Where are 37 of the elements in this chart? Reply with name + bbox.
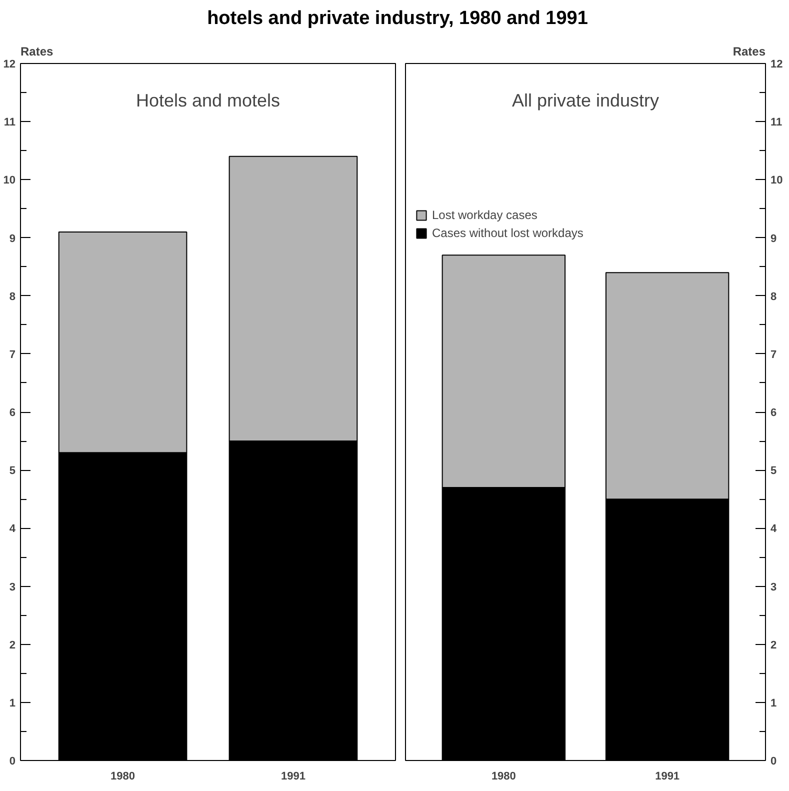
y-tick-label: 5 (9, 465, 16, 478)
y-tick-label: 2 (9, 639, 16, 652)
x-tick-label: 1980 (110, 770, 136, 783)
text: All private industry (512, 90, 660, 111)
y-tick-label: 12 (770, 58, 783, 71)
x-tick-label: 1980 (491, 770, 516, 783)
y-tick-label: 2 (770, 639, 777, 652)
y-tick-label: 11 (770, 116, 782, 129)
legend-label: Lost workday cases (432, 208, 538, 222)
y-tick-label: 12 (3, 58, 16, 71)
x-tick-label: 1991 (280, 770, 306, 783)
y-tick-label: 6 (770, 407, 777, 420)
legend-label: Cases without lost workdays (432, 226, 584, 240)
y-tick-label: 0 (770, 756, 777, 768)
y-tick-label: 9 (770, 232, 777, 245)
x-tick-label: 1991 (655, 770, 680, 783)
y-tick-label: 3 (770, 581, 777, 594)
y-tick-label: 10 (3, 174, 16, 187)
y-tick-label: 1 (770, 698, 777, 710)
y-tick-label: 0 (9, 756, 16, 768)
y-tick-label: 9 (9, 232, 16, 245)
y-tick-label: 7 (770, 349, 777, 362)
y-tick-label: 8 (770, 290, 777, 303)
y-tick-label: 7 (9, 349, 16, 362)
y-tick-label: 4 (9, 523, 16, 536)
y-tick-label: 1 (9, 698, 16, 710)
y-tick-label: 11 (4, 116, 16, 129)
y-axis-title: Rates (20, 44, 54, 59)
y-tick-label: 3 (9, 581, 16, 594)
y-tick-label: 8 (9, 290, 16, 303)
y-tick-label: 6 (9, 407, 16, 420)
y-axis-title: Rates (732, 44, 766, 59)
y-tick-label: 5 (770, 465, 777, 478)
y-tick-label: 4 (770, 523, 778, 536)
text: Hotels and motels (136, 90, 280, 111)
y-tick-label: 10 (770, 174, 783, 187)
chart-title: hotels and private industry, 1980 and 1991 (207, 7, 588, 31)
